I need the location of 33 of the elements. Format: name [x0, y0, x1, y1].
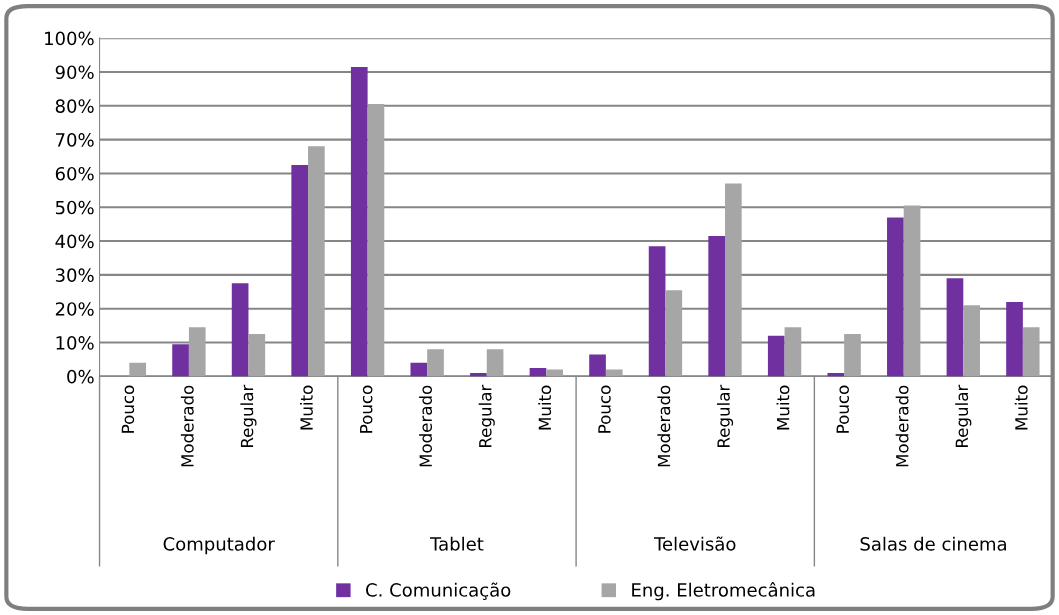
x-tick-label: Regular — [478, 384, 495, 447]
x-tick-label: Moderado — [419, 385, 433, 467]
x-tick-label: Pouco — [836, 385, 849, 433]
x-tick-label: Pouco — [121, 385, 135, 433]
y-tick-label: 10% — [56, 336, 94, 350]
x-tick-label: Pouco — [360, 385, 373, 433]
y-tick-label: 80% — [55, 99, 94, 113]
y-tick-label: 0% — [67, 369, 94, 384]
legend-label: Eng. Eletromecânica — [632, 582, 815, 601]
y-tick-label: 60% — [55, 166, 94, 181]
x-tick-label: Muito — [776, 385, 790, 430]
x-tick-label: Regular — [240, 384, 257, 447]
y-tick-label: 20% — [55, 302, 94, 316]
y-tick-label: 40% — [55, 234, 94, 249]
x-tick-label: Regular — [955, 384, 972, 447]
x-tick-label: Regular — [716, 384, 734, 447]
text: Televisão — [653, 536, 736, 551]
y-tick-label: 90% — [55, 65, 94, 80]
y-tick-label: 30% — [55, 268, 94, 283]
text: Tablet — [430, 536, 484, 551]
y-tick-label: 50% — [55, 200, 94, 215]
x-tick-label: Moderado — [895, 385, 909, 467]
legend-label: C. Comunicação — [366, 582, 511, 600]
text: Computador — [163, 536, 275, 555]
text: Salas de cinema — [860, 536, 1006, 551]
x-tick-label: Moderado — [657, 385, 671, 467]
x-tick-label: Pouco — [598, 385, 611, 433]
x-tick-label: Moderado — [180, 385, 194, 467]
y-tick-label: 100% — [45, 31, 94, 46]
x-tick-label: Muito — [538, 385, 552, 430]
x-tick-label: Muito — [1014, 385, 1028, 430]
x-tick-label: Muito — [299, 385, 313, 430]
y-tick-label: 70% — [56, 133, 94, 147]
